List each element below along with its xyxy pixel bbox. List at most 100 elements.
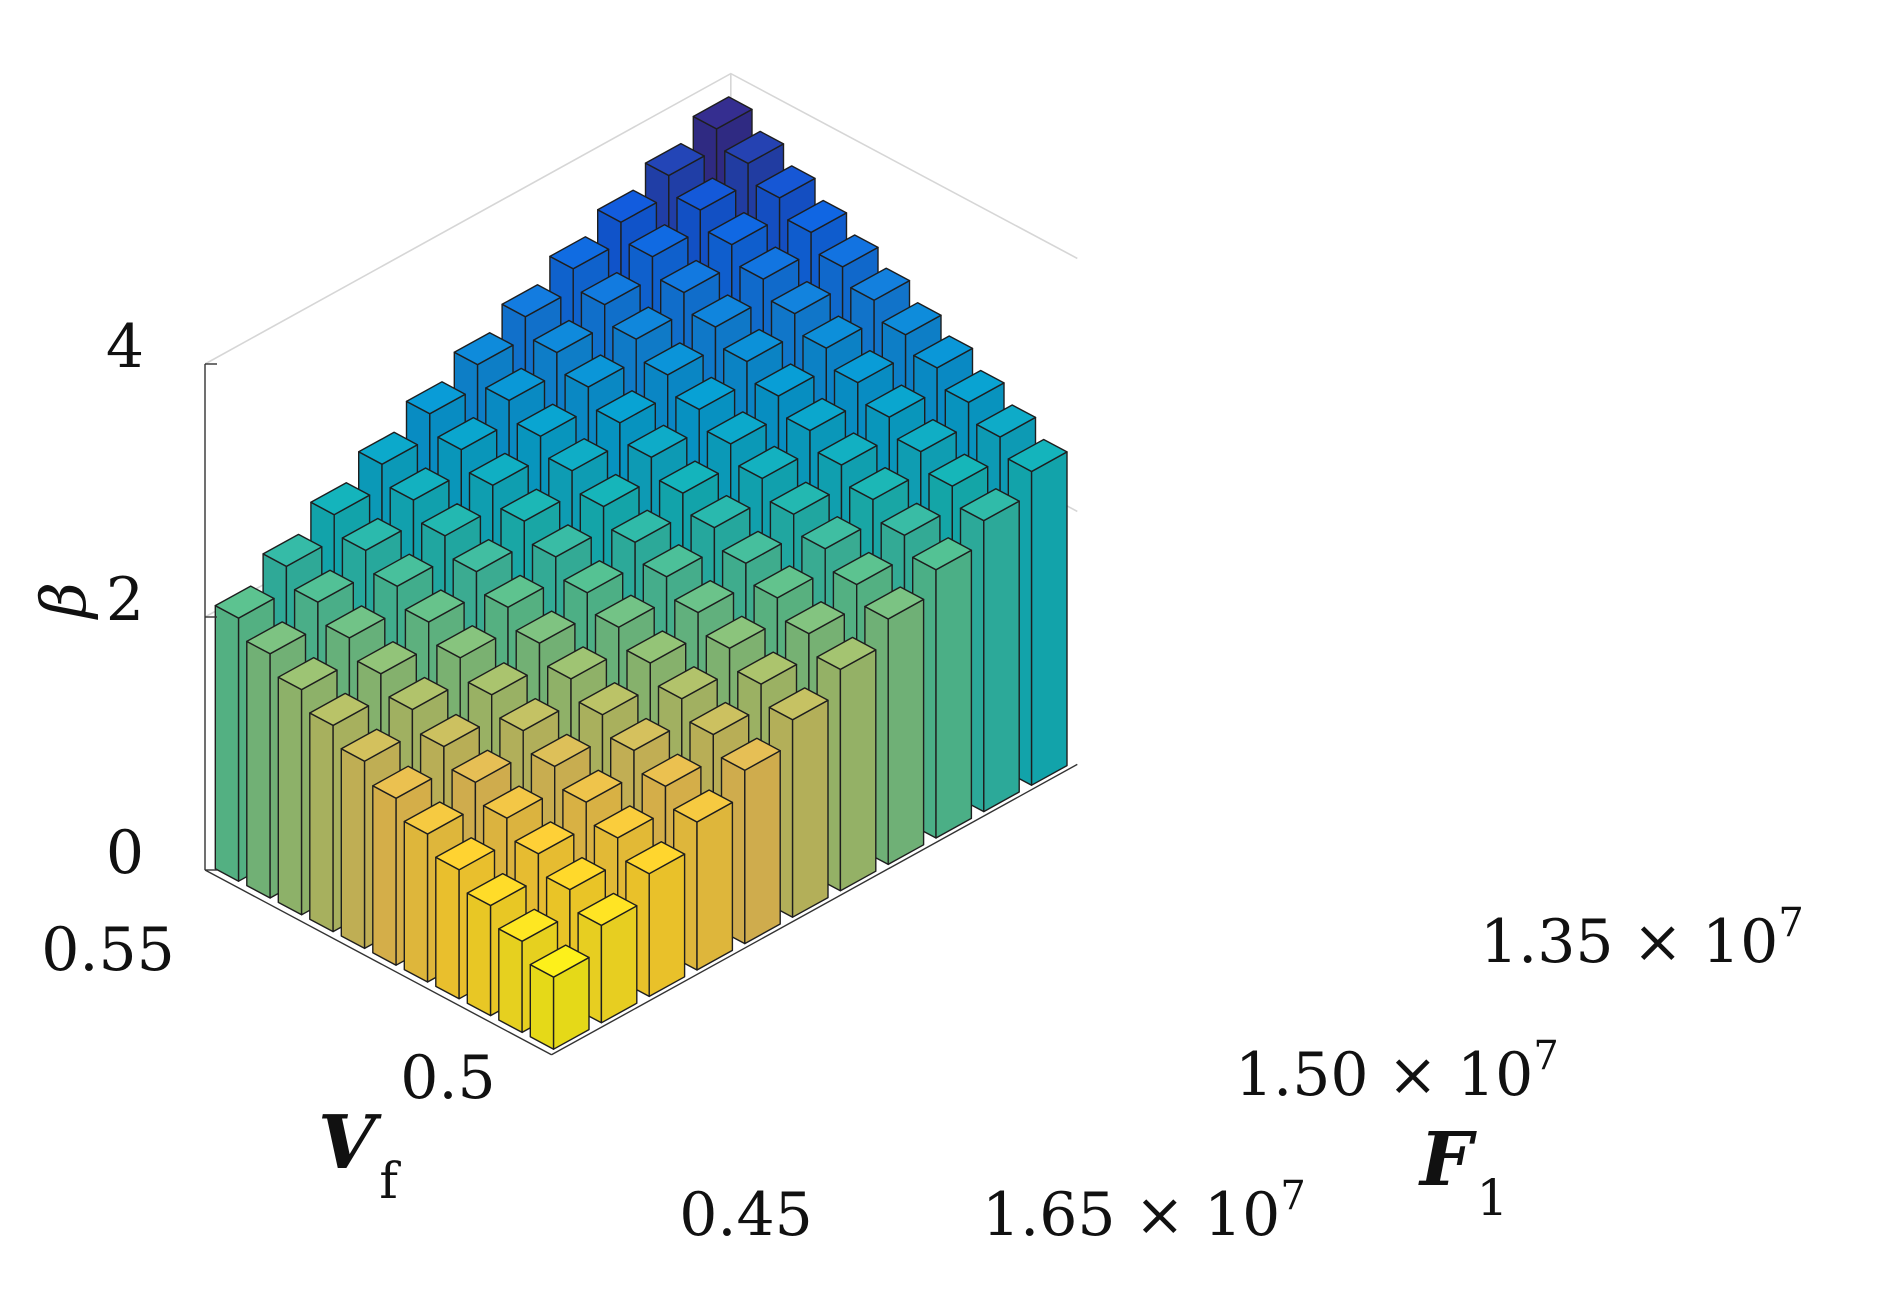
bar-face	[976, 404, 1037, 438]
bar-face	[660, 259, 721, 294]
bar-face	[786, 397, 847, 432]
bar-face	[466, 872, 527, 907]
bar-face	[612, 306, 673, 340]
bar-face	[928, 453, 989, 487]
axes	[204, 363, 1078, 1056]
bar-face	[849, 466, 910, 501]
bar-face	[881, 302, 942, 336]
bar-face	[676, 177, 737, 211]
bar-face	[721, 530, 782, 564]
bar-face	[983, 500, 1020, 813]
bar-face	[648, 853, 686, 998]
z-tick-label: 2	[106, 565, 144, 635]
bar-face	[675, 376, 736, 411]
bar-face	[692, 96, 753, 130]
bar-face	[1007, 438, 1068, 473]
vf-tick-label: 0.45	[679, 1180, 813, 1250]
bar-face	[435, 856, 460, 1000]
bar-face	[787, 199, 848, 234]
bar-face	[388, 676, 449, 711]
bar-face	[467, 662, 528, 696]
bar-face	[403, 820, 429, 983]
bar-face	[707, 211, 768, 246]
bar-face	[723, 328, 784, 363]
bar-face	[309, 712, 334, 933]
bar-face	[580, 271, 641, 306]
bar-face	[642, 544, 703, 578]
bar-face	[887, 598, 925, 866]
bar-face	[944, 369, 1005, 404]
bar-face	[246, 640, 271, 899]
bar-face	[532, 319, 593, 354]
bar-face	[578, 682, 639, 716]
bar-face	[562, 769, 623, 803]
bar-face	[724, 130, 785, 165]
bar-face	[372, 785, 397, 966]
vf-axis-line	[204, 869, 552, 1056]
bar-face	[658, 460, 719, 494]
bar-face	[833, 349, 894, 384]
bar-face	[641, 753, 702, 787]
bar-face	[498, 928, 523, 1034]
bar-face	[706, 411, 767, 445]
bar-face	[625, 841, 686, 875]
bar-face	[696, 801, 734, 971]
bar-face	[720, 737, 781, 771]
bar-face	[500, 488, 561, 522]
bar-face	[501, 284, 562, 318]
bar-face	[214, 585, 275, 619]
bar-face	[627, 424, 688, 458]
bar-face	[405, 381, 466, 415]
bar-face	[577, 892, 638, 927]
bar-face	[839, 649, 877, 892]
bar-face	[595, 390, 656, 424]
bars	[214, 96, 1068, 1050]
z-axis-label: β	[27, 582, 100, 620]
bar-face	[959, 488, 1020, 522]
bar-face	[611, 509, 672, 543]
f1-tick-label: 1.65 × 107	[982, 1173, 1306, 1250]
bar-face	[277, 656, 338, 691]
bar-face	[356, 641, 417, 675]
bar-face	[579, 473, 640, 508]
bar-face	[293, 569, 354, 603]
bar-face	[801, 516, 862, 550]
bar-face	[770, 280, 831, 315]
bar-face	[657, 666, 718, 700]
bar-face	[373, 553, 434, 587]
bar-face	[628, 223, 689, 258]
bar-face	[643, 342, 704, 376]
bar-face	[673, 789, 734, 823]
bar-face	[689, 701, 750, 736]
bar-face	[310, 482, 371, 516]
bar-face	[784, 601, 845, 635]
bar-face	[358, 431, 419, 465]
bar-face	[674, 579, 735, 614]
bar-face	[739, 246, 800, 280]
bar-face	[691, 294, 752, 328]
vf-axis-label: Vf	[318, 1100, 401, 1210]
bar-face	[597, 189, 658, 223]
bar-face	[531, 524, 592, 558]
bar-face	[214, 604, 240, 882]
bar-face	[737, 651, 798, 685]
bar-face	[913, 335, 974, 369]
bar-face	[768, 687, 829, 721]
bar-face	[545, 856, 606, 891]
bar-face	[593, 805, 654, 839]
bar	[577, 892, 638, 1024]
bar-face	[912, 537, 973, 571]
bar-face	[864, 586, 925, 620]
bar-face	[896, 418, 957, 453]
bar-face	[530, 733, 591, 768]
bar-face	[419, 713, 480, 748]
bar	[529, 944, 590, 1050]
f1-axis-label: F1	[1418, 1117, 1508, 1227]
bar-face	[818, 234, 879, 268]
bar-face	[468, 452, 529, 486]
bar-face	[549, 236, 610, 270]
bar-face	[690, 494, 751, 529]
bar-face	[453, 332, 514, 366]
z-tick-label: 0	[106, 818, 144, 888]
